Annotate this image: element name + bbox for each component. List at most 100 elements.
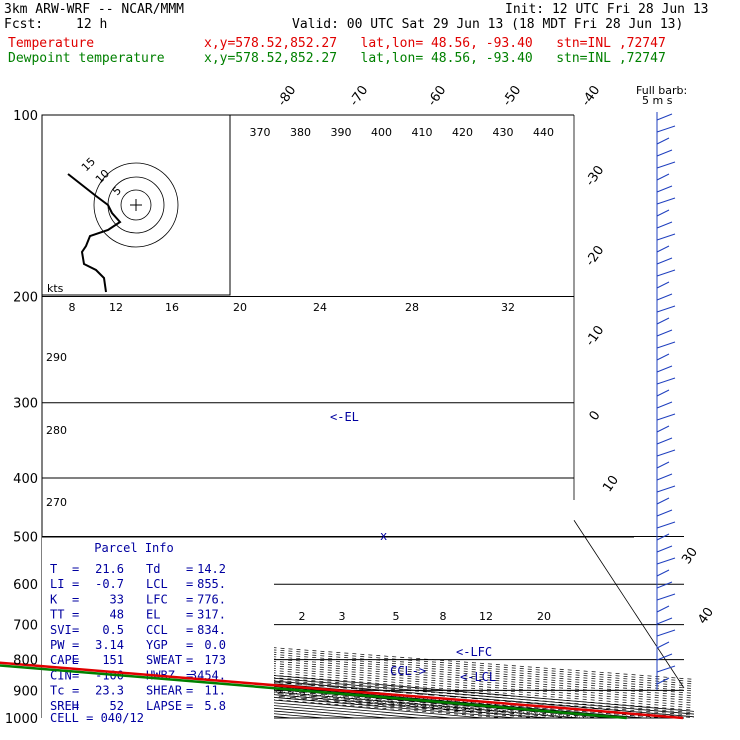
- wind-barb: [656, 137, 670, 145]
- parcel-value: 3.14: [95, 638, 124, 652]
- wind-speed-label: 24: [313, 301, 327, 314]
- barb-note-units: 5 m s: [642, 94, 673, 107]
- parcel-equals: =: [72, 577, 79, 591]
- wind-barb: [656, 317, 670, 325]
- parcel-value: 173: [204, 653, 226, 667]
- pressure-tick-label: 1000: [5, 712, 38, 727]
- theta-label: 290: [46, 351, 67, 364]
- theta-label: 430: [493, 126, 514, 139]
- temperature-tick-label: -40: [579, 83, 603, 109]
- wind-barb: [656, 629, 676, 637]
- theta-label: 390: [331, 126, 352, 139]
- wind-barb: [656, 209, 670, 217]
- wind-barb: [656, 497, 670, 505]
- dry-adiabat-line: [42, 638, 694, 689]
- wind-barb: [656, 269, 676, 277]
- wind-barb: [656, 557, 676, 565]
- parcel-value: 5.8: [204, 699, 226, 713]
- dry-adiabat-line: [42, 643, 694, 694]
- temperature-tick-label: -70: [347, 83, 371, 109]
- parcel-equals: =: [186, 562, 193, 576]
- parcel-value: 0.0: [204, 638, 226, 652]
- parcel-equals: =: [186, 623, 193, 637]
- parcel-equals: =: [72, 623, 79, 637]
- wind-barb: [656, 653, 673, 661]
- mixing-ratio-label: 8: [440, 610, 447, 623]
- parcel-label: K: [50, 592, 58, 606]
- lfc-marker: <-LFC: [456, 645, 492, 659]
- parcel-equals: =: [72, 684, 79, 698]
- parcel-value: 0.5: [102, 623, 124, 637]
- hodograph-units-label: kts: [47, 282, 64, 295]
- mixing-ratio-label: 5: [393, 610, 400, 623]
- parcel-value: 14.2: [197, 562, 226, 576]
- pressure-tick-label: 600: [13, 578, 38, 593]
- wind-barb: [656, 389, 670, 397]
- parcel-label: LFC: [146, 592, 168, 606]
- parcel-value: 11.: [204, 684, 226, 698]
- wind-barb: [656, 521, 676, 529]
- dry-adiabat-line: [42, 652, 694, 704]
- parcel-equals: =: [186, 638, 193, 652]
- wind-barb: [656, 305, 676, 313]
- wind-barb: [656, 197, 676, 205]
- parcel-equals: =: [72, 638, 79, 652]
- wind-barb: [656, 293, 673, 301]
- temperature-tick-label: 40: [695, 605, 717, 627]
- parcel-label: EL: [146, 608, 160, 622]
- wind-barb: [656, 173, 670, 181]
- temperature-tick-label: -10: [583, 323, 607, 349]
- pressure-tick-label: 700: [13, 619, 38, 634]
- wind-speed-label: 16: [165, 301, 179, 314]
- dry-adiabat-line: [42, 629, 694, 680]
- wind-barb: [656, 533, 670, 541]
- pressure-tick-label: 900: [13, 684, 38, 699]
- wind-barb: [656, 353, 670, 361]
- theta-label: 370: [250, 126, 271, 139]
- parcel-label: SVI: [50, 623, 72, 637]
- parcel-equals: =: [186, 684, 193, 698]
- dry-adiabat-line: [42, 654, 694, 706]
- wind-barb: [656, 257, 673, 265]
- wind-barb: [656, 161, 676, 169]
- wind-barb: [656, 641, 670, 649]
- parcel-equals: =: [72, 592, 79, 606]
- wind-speed-label: 28: [405, 301, 419, 314]
- mixing-ratio-line: [42, 669, 614, 719]
- wind-barb: [656, 377, 676, 385]
- parcel-label: YGP: [146, 638, 168, 652]
- wind-barb: [656, 281, 670, 289]
- parcel-value: -0.7: [95, 577, 124, 591]
- mixing-ratio-label: 2: [299, 610, 306, 623]
- wind-barb: [656, 413, 676, 421]
- parcel-label: CCL: [146, 623, 168, 637]
- forecast-hour: 12 h: [76, 17, 108, 32]
- wind-barb: [656, 545, 673, 553]
- temperature-tick-label: -20: [583, 243, 607, 269]
- parcel-equals: =: [186, 668, 193, 682]
- parcel-label: LAPSE: [146, 699, 182, 713]
- parcel-equals: =: [186, 608, 193, 622]
- wind-barb: [656, 329, 673, 337]
- skew-boundary-line: [573, 520, 685, 689]
- lcl-marker: <-LCL: [460, 670, 496, 684]
- init-time: Init: 12 UTC Fri 28 Jun 13: [505, 2, 709, 17]
- parcel-value: 855.: [197, 577, 226, 591]
- wind-barb: [656, 437, 673, 445]
- wind-barb: [656, 473, 673, 481]
- parcel-label: TT: [50, 608, 64, 622]
- wind-barb: [656, 677, 670, 685]
- parcel-value: 834.: [197, 623, 226, 637]
- dewpoint-location-info: x,y=578.52,852.27 lat,lon= 48.56, -93.40…: [204, 51, 666, 66]
- parcel-cross-marker: x: [380, 529, 387, 543]
- parcel-equals: =: [186, 653, 193, 667]
- parcel-equals: =: [72, 562, 79, 576]
- dewpoint-legend: Dewpoint temperature: [8, 51, 165, 66]
- pressure-tick-label: 500: [13, 530, 38, 545]
- wind-barb: [656, 185, 673, 193]
- wind-barb: [656, 593, 676, 601]
- wind-speed-label: 8: [69, 301, 76, 314]
- barb-note-title: Full barb:: [636, 84, 687, 97]
- pressure-tick-label: 800: [13, 654, 38, 669]
